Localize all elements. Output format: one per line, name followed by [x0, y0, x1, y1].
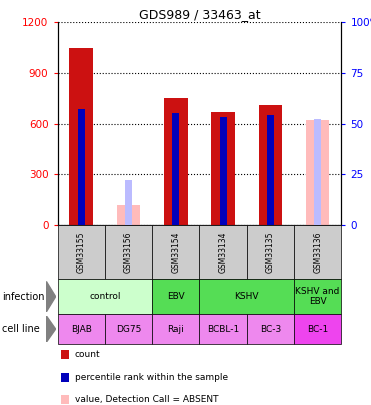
Text: GSM33134: GSM33134 [219, 231, 227, 273]
Text: GSM33154: GSM33154 [171, 231, 180, 273]
Bar [78, 109, 85, 225]
Text: BC-3: BC-3 [260, 324, 281, 334]
Text: value, Detection Call = ABSENT: value, Detection Call = ABSENT [75, 395, 219, 404]
Bar [211, 112, 235, 225]
Bar [220, 117, 227, 225]
Text: count: count [75, 350, 101, 359]
Bar [172, 113, 179, 225]
Text: BCBL-1: BCBL-1 [207, 324, 239, 334]
Bar [314, 119, 321, 225]
Text: infection: infection [2, 292, 45, 302]
Text: KSHV and
EBV: KSHV and EBV [295, 287, 340, 306]
Polygon shape [46, 316, 56, 342]
Polygon shape [46, 281, 56, 312]
Bar [259, 105, 282, 225]
Bar [116, 205, 140, 225]
Text: Raji: Raji [167, 324, 184, 334]
Bar [125, 180, 132, 225]
Text: GSM33136: GSM33136 [313, 231, 322, 273]
Text: GSM33155: GSM33155 [77, 231, 86, 273]
Text: KSHV: KSHV [234, 292, 259, 301]
Text: EBV: EBV [167, 292, 185, 301]
Bar [69, 47, 93, 225]
Title: GDS989 / 33463_at: GDS989 / 33463_at [139, 8, 260, 21]
Text: BJAB: BJAB [71, 324, 92, 334]
Bar [164, 98, 188, 225]
Text: GSM33156: GSM33156 [124, 231, 133, 273]
Text: DG75: DG75 [116, 324, 141, 334]
Text: percentile rank within the sample: percentile rank within the sample [75, 373, 228, 382]
Text: control: control [89, 292, 121, 301]
Text: BC-1: BC-1 [307, 324, 328, 334]
Bar [267, 115, 274, 225]
Bar [306, 120, 329, 225]
Text: cell line: cell line [2, 324, 40, 334]
Text: GSM33135: GSM33135 [266, 231, 275, 273]
